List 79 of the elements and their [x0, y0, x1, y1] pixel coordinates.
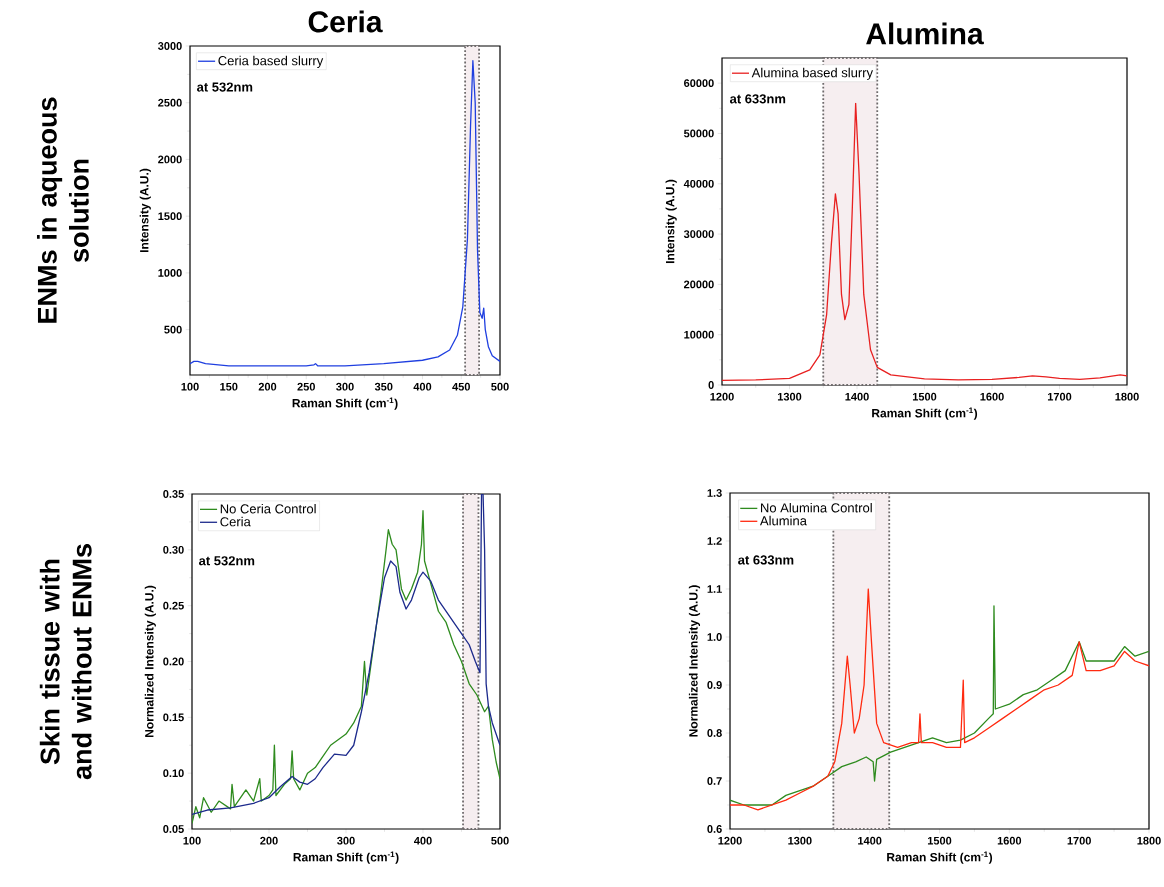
y-tick-label: 40000 [683, 179, 714, 188]
legend-label: Ceria based slurry [218, 55, 324, 68]
x-tick-label: 1800 [1115, 392, 1139, 401]
x-tick-label: 1800 [1137, 836, 1161, 845]
x-tick-label: 1400 [845, 392, 869, 401]
legend-label: No Alumina Control [761, 502, 872, 513]
y-tick-label: 1500 [158, 212, 182, 221]
x-tick-label: 400 [413, 382, 432, 391]
y-tick-label: 0.15 [163, 713, 184, 722]
y-tick-label: 10000 [684, 330, 714, 339]
y-tick-label: 1.0 [707, 633, 722, 641]
x-axis-title: Raman Shift (cm$^{-1}$) [292, 397, 398, 410]
y-tick-label: 0.6 [707, 825, 722, 833]
x-tick-label: 300 [337, 836, 355, 845]
y-tick-label: 0 [708, 381, 714, 389]
x-tick-label: 250 [297, 382, 315, 391]
legend-label: Ceria [220, 516, 251, 527]
chart-title: Alumina [866, 22, 984, 45]
y-axis-title: Intensity (A.U.) [665, 179, 677, 264]
x-tick-label: 350 [374, 382, 393, 391]
legend-label: Alumina based slurry [751, 67, 874, 80]
x-tick-label: 1600 [980, 392, 1004, 401]
y-tick-label: 1.1 [707, 585, 722, 593]
annotation: at 633nm [738, 555, 794, 565]
x-tick-label: 400 [414, 836, 432, 845]
y-tick-label: 0.30 [163, 545, 184, 554]
x-tick-label: 200 [260, 836, 278, 845]
text: ENMs in aqueous solution [36, 97, 89, 323]
x-tick-label: 200 [258, 382, 277, 391]
y-tick-label: 1000 [158, 269, 182, 277]
chart-title: Ceria [308, 10, 383, 33]
y-tick-label: 0.9 [707, 681, 722, 689]
x-tick-label: 100 [183, 836, 201, 845]
y-tick-label: 0.8 [707, 729, 722, 737]
x-axis-title: Raman Shift (cm$^{-1}$) [887, 851, 993, 864]
y-tick-label: 50000 [683, 129, 714, 138]
x-tick-label: 1500 [927, 836, 952, 845]
y-axis-title: Normalized Intensity (A.U.) [688, 585, 701, 737]
x-tick-label: 450 [452, 382, 470, 391]
y-tick-label: 0.20 [163, 657, 184, 666]
y-tick-label: 0.35 [163, 490, 184, 498]
y-tick-label: 0.25 [163, 601, 184, 610]
x-tick-label: 100 [181, 382, 199, 391]
y-axis-title: Intensity (A.U.) [139, 168, 151, 253]
x-tick-label: 1200 [710, 392, 734, 401]
annotation: at 633nm [729, 94, 786, 104]
x-axis-title: Raman Shift (cm$^{-1}$) [293, 851, 399, 864]
y-axis-title: Normalized Intensity (A.U.) [144, 585, 156, 738]
x-tick-label: 1200 [718, 836, 742, 845]
y-tick-label: 2000 [158, 155, 182, 164]
x-tick-label: 1700 [1047, 392, 1072, 401]
annotation: at 532nm [198, 556, 255, 566]
y-tick-label: 500 [164, 325, 182, 334]
x-tick-label: 1500 [912, 392, 937, 401]
x-tick-label: 1700 [1067, 836, 1091, 845]
y-tick-label: 0.10 [163, 769, 184, 778]
text: Skin tissue with and without ENMs [39, 544, 92, 780]
x-tick-label: 1300 [788, 836, 812, 845]
y-tick-label: 0.05 [163, 825, 184, 833]
y-tick-label: 30000 [683, 230, 714, 238]
y-tick-label: 3000 [157, 42, 182, 50]
y-tick-label: 60000 [684, 79, 714, 88]
y-tick-label: 0.7 [707, 777, 722, 785]
x-tick-label: 300 [336, 382, 354, 391]
x-tick-label: 500 [491, 382, 509, 391]
annotation: at 532nm [197, 82, 253, 92]
y-tick-label: 1.3 [707, 489, 722, 497]
line-series [722, 102, 1128, 382]
x-tick-label: 500 [491, 836, 509, 845]
y-tick-label: 20000 [684, 280, 714, 289]
legend-label: Alumina [759, 515, 807, 526]
x-axis-title: Raman Shift (cm$^{-1}$) [872, 407, 978, 420]
x-tick-label: 150 [220, 382, 238, 391]
legend-label: No Ceria Control [220, 503, 316, 514]
y-tick-label: 1.2 [707, 537, 722, 545]
x-tick-label: 1300 [777, 392, 802, 401]
x-tick-label: 1400 [858, 836, 882, 845]
x-tick-label: 1600 [997, 836, 1022, 845]
y-tick-label: 2500 [158, 98, 182, 107]
